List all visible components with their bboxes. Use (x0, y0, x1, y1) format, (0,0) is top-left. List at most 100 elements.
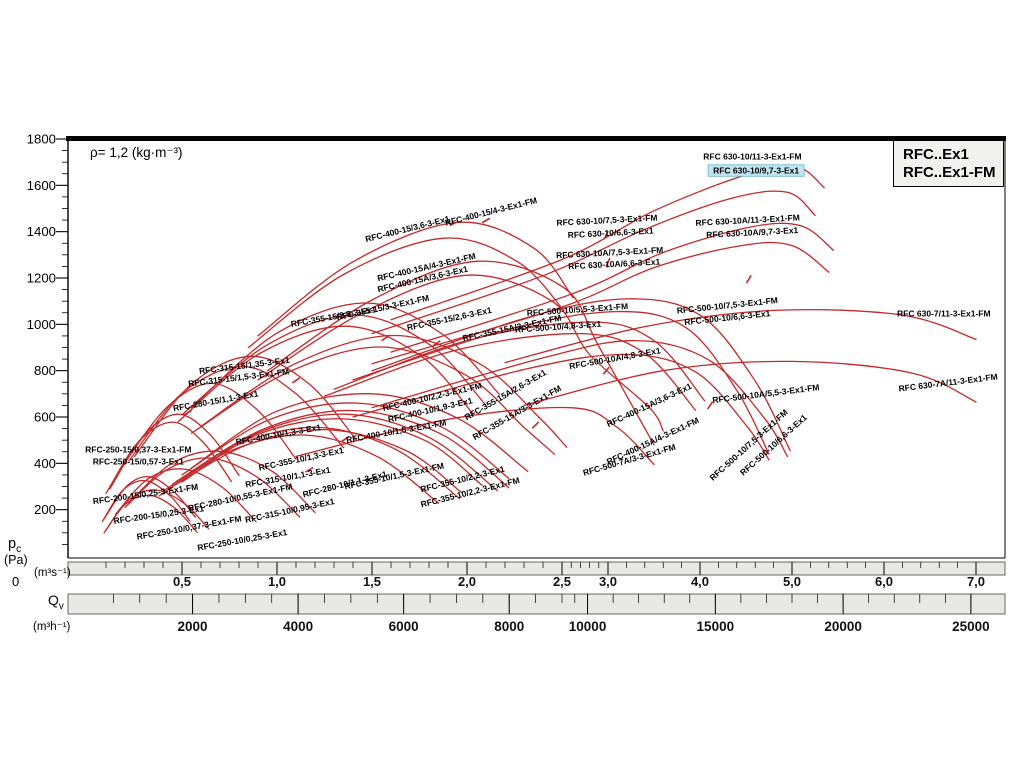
air-density-note: ρ= 1,2 (kg·m⁻³) (90, 145, 183, 160)
svg-text:RFC-250-15/0,57-3-Ex1: RFC-250-15/0,57-3-Ex1 (93, 457, 184, 467)
x-tick-m3s: 1,0 (268, 574, 286, 589)
limit-marker (432, 340, 441, 347)
y-axis-ticks: 200 400 600 800 1000 1200 1400 1600 1800 (27, 132, 68, 545)
svg-text:RFC-250-10/0,25-3-Ex1: RFC-250-10/0,25-3-Ex1 (197, 527, 289, 553)
fan-curve (266, 260, 655, 446)
fan-curve (109, 413, 240, 490)
y-tick-label: 1200 (27, 271, 56, 286)
y-tick-label: 600 (34, 410, 56, 425)
curve-label: RFC-355-10/1,3-3-Ex1 (258, 445, 345, 473)
svg-text:RFC-315-10/0,95-3-Ex1: RFC-315-10/0,95-3-Ex1 (244, 496, 336, 525)
y-axis-title: pc (8, 536, 21, 555)
curve-label: RFC 630-10/11-3-Ex1-FM (703, 151, 801, 161)
y-tick-label: 1400 (27, 224, 56, 239)
curve-label: RFC 630-10A/9,7-3-Ex1 (706, 225, 799, 240)
fan-curves (101, 165, 977, 534)
fan-curve (190, 393, 529, 473)
svg-text:RFC 630-10A/9,7-3-Ex1: RFC 630-10A/9,7-3-Ex1 (706, 225, 799, 240)
y-axis-unit: (Pa) (4, 553, 28, 567)
y-tick-label: 400 (34, 456, 56, 471)
svg-text:RFC-250-15/0,37-3-Ex1-FM: RFC-250-15/0,37-3-Ex1-FM (85, 444, 191, 454)
x-tick-m3h: 8000 (494, 619, 524, 634)
x-scale-bands: 0,5 1,0 1,5 2,0 2,5 3,0 4,0 5,0 6,0 7,0 2000 4000 60… (67, 561, 1006, 634)
limit-marker (381, 334, 390, 342)
fan-curve (177, 325, 474, 423)
limit-marker (305, 466, 314, 473)
curve-label: RFC-400-15/3,6-3-Ex1 (364, 213, 451, 244)
legend-box: RFC..Ex1 RFC..Ex1-FM (893, 140, 1004, 187)
svg-text:RFC-400-15/3,6-3-Ex1: RFC-400-15/3,6-3-Ex1 (364, 213, 451, 244)
svg-text:RFC-355-10/1,3-3-Ex1: RFC-355-10/1,3-3-Ex1 (258, 445, 345, 473)
qv-symbol: Q (48, 592, 59, 608)
fan-curve (323, 332, 697, 411)
x-axis-m3s-unit: (m³s⁻¹) (34, 567, 71, 579)
limit-marker (449, 220, 459, 227)
fan-curve (190, 302, 500, 409)
fan-curve (504, 308, 977, 364)
limit-marker (183, 409, 192, 416)
fan-curve (181, 402, 510, 480)
y-tick-label: 1000 (27, 317, 56, 332)
fan-curve (257, 221, 574, 337)
svg-text:RFC-500-10A/5,5-3-Ex1-FM: RFC-500-10A/5,5-3-Ex1-FM (712, 382, 820, 405)
fan-curve (523, 360, 977, 407)
fan-curve (181, 314, 487, 416)
fan-curve (120, 382, 297, 469)
fan-curve (371, 190, 816, 335)
curve-label: RFC 630-7/11-3-Ex1-FM (897, 309, 991, 319)
x-axis-m3h-unit: (m³h⁻¹) (33, 621, 71, 633)
y-axis-symbol: p (8, 536, 17, 552)
svg-text:RFC 630-10/11-3-Ex1-FM: RFC 630-10/11-3-Ex1-FM (703, 151, 801, 161)
fan-curve (158, 434, 440, 504)
curve-label: RFC 630-10/9,7-3-Ex1 (707, 164, 805, 177)
x-tick-m3h: 4000 (283, 619, 313, 634)
curve-label: RFC-500-10A/5,5-3-Ex1-FM (712, 382, 820, 405)
fan-curve (101, 479, 191, 523)
fan-curve (133, 355, 358, 458)
fan-curve (371, 298, 791, 452)
x-tick-m3s: 3,0 (599, 574, 617, 589)
x-tick-m3s: 2,0 (458, 574, 476, 589)
x-tick-m3h: 15000 (697, 619, 735, 634)
qv-subscript: v (58, 600, 64, 612)
fan-curve (103, 494, 198, 534)
svg-text:RFC 630-10A/6,6-3-Ex1: RFC 630-10A/6,6-3-Ex1 (568, 256, 661, 271)
svg-text:RFC-500-10A/4,8-3-Ex1: RFC-500-10A/4,8-3-Ex1 (568, 345, 661, 371)
limit-marker (341, 435, 350, 443)
fan-curve (105, 421, 233, 495)
limit-marker (603, 230, 609, 240)
y-tick-label: 800 (34, 363, 56, 378)
curve-label: RFC-315-10/0,95-3-Ex1 (244, 496, 336, 525)
fan-curve (295, 406, 655, 466)
legend-line-ex1: RFC..Ex1 (903, 146, 969, 163)
x-tick-m3h: 6000 (389, 619, 419, 634)
x-tick-m3s: 0,5 (173, 574, 191, 589)
curve-label: RFC-250-15/0,57-3-Ex1 (93, 457, 184, 467)
limit-marker (745, 274, 752, 284)
fan-curve (200, 334, 568, 448)
x-tick-m3s: 7,0 (967, 574, 985, 589)
x-tick-m3s: 5,0 (783, 574, 801, 589)
fan-curve (175, 409, 510, 489)
svg-text:RFC 630-10/9,7-3-Ex1: RFC 630-10/9,7-3-Ex1 (713, 165, 799, 175)
y-axis-subscript: c (16, 543, 22, 555)
curve-label: RFC-500-10A/4,8-3-Ex1 (568, 345, 661, 371)
curve-label: RFC 630-10/6,6-3-Ex1 (567, 226, 654, 241)
svg-text:RFC-400-15/4-3-Ex1-FM: RFC-400-15/4-3-Ex1-FM (444, 195, 538, 228)
plot-frame (66, 136, 1006, 559)
curve-label: RFC-250-15/0,37-3-Ex1-FM (85, 444, 191, 454)
x-tick-m3s: 2,5 (553, 574, 571, 589)
limit-marker (605, 257, 611, 267)
fan-curve (352, 353, 770, 461)
limit-marker (706, 401, 714, 410)
curve-label: RFC-250-10/0,25-3-Ex1 (197, 527, 289, 553)
x-axis-qv-title: Qv (48, 592, 64, 612)
x-tick-m3h: 20000 (824, 619, 862, 634)
fan-curve (257, 274, 664, 432)
limit-marker (531, 421, 540, 429)
svg-text:RFC 630-10/6,6-3-Ex1: RFC 630-10/6,6-3-Ex1 (567, 226, 654, 241)
fan-curve (390, 222, 835, 353)
x-tick-m3h: 10000 (569, 619, 607, 634)
